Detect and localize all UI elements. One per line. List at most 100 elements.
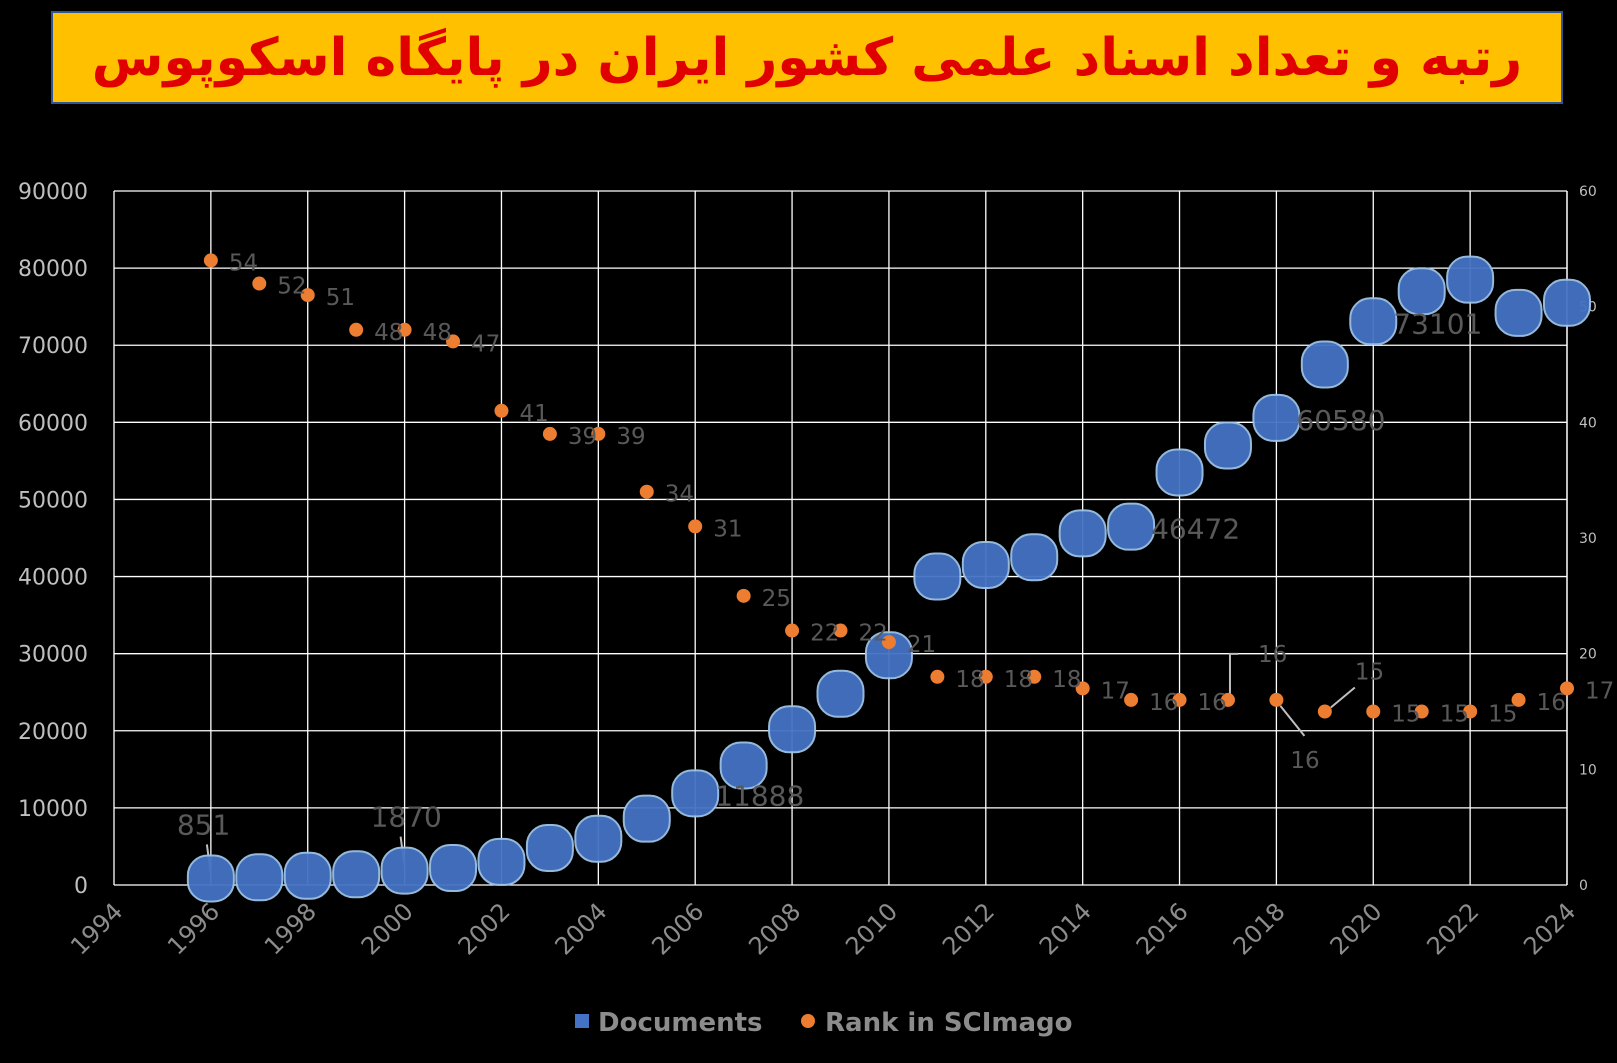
rank-label: 22 <box>859 621 888 647</box>
rank-point <box>881 635 896 650</box>
rank-point <box>1511 692 1526 707</box>
rank-label: 48 <box>374 320 403 346</box>
rank-label: 47 <box>471 331 500 357</box>
chart-title: رتبه و تعداد اسناد علمی کشور ایران در پا… <box>91 27 1523 88</box>
left-tick-label: 70000 <box>18 334 88 359</box>
rank-point <box>252 276 267 291</box>
rank-point <box>1220 692 1235 707</box>
rank-label: 15 <box>1355 660 1384 686</box>
documents-point <box>1397 267 1446 316</box>
documents-point <box>961 540 1010 589</box>
documents-point <box>719 741 768 790</box>
rank-point <box>1075 681 1090 696</box>
documents-point <box>816 669 865 718</box>
title-banner: رتبه و تعداد اسناد علمی کشور ایران در پا… <box>51 11 1563 104</box>
documents-point <box>1349 297 1398 346</box>
documents-point <box>1543 278 1591 327</box>
x-tick-label: 2000 <box>356 897 419 960</box>
x-axis: 1994 1996 1998 2000 2002 2004 2006 2008 2010 2012… <box>65 897 1581 960</box>
rank-label: 52 <box>277 274 306 300</box>
rank-label: 18 <box>955 667 984 693</box>
rank-point <box>542 426 557 441</box>
rank-label: 15 <box>1440 702 1469 728</box>
x-tick-label: 2004 <box>550 897 613 960</box>
rank-point <box>1172 692 1187 707</box>
documents-point <box>1252 393 1301 442</box>
documents-label: 60580 <box>1296 404 1385 437</box>
rank-label: 16 <box>1537 690 1566 716</box>
documents-point <box>1107 502 1156 551</box>
documents-point <box>622 794 671 843</box>
left-tick-label: 40000 <box>18 566 88 591</box>
rank-label: 18 <box>1004 667 1033 693</box>
rank-point <box>833 623 848 638</box>
x-tick-label: 2010 <box>840 897 903 960</box>
x-tick-label: 1994 <box>65 897 128 960</box>
rank-point <box>639 484 654 499</box>
left-tick-label: 0 <box>74 874 88 899</box>
documents-point <box>477 837 526 886</box>
rank-label: 15 <box>1391 702 1420 728</box>
left-tick-label: 50000 <box>18 488 88 513</box>
documents-label: 46472 <box>1151 513 1240 546</box>
documents-point <box>1058 509 1107 558</box>
x-tick-label: 2018 <box>1228 897 1291 960</box>
rank-labels: 54 52 51 48 48 47 41 39 39 34 31 25 22 22 21 18 18 18 17 16… <box>229 250 1614 774</box>
legend-documents-marker <box>575 1014 589 1028</box>
x-tick-label: 2020 <box>1325 897 1388 960</box>
rank-label: 51 <box>326 285 355 311</box>
rank-label: 22 <box>810 621 839 647</box>
documents-point <box>1203 421 1252 470</box>
rank-label: 17 <box>1585 678 1614 704</box>
rank-point <box>1317 704 1332 719</box>
rank-series <box>203 253 1574 719</box>
documents-point <box>864 631 913 680</box>
legend-rank-marker <box>801 1014 815 1028</box>
rank-point <box>1027 669 1042 684</box>
rank-label: 39 <box>616 424 645 450</box>
rank-label: 34 <box>665 482 694 508</box>
rank-label: 16 <box>1258 642 1287 668</box>
x-tick-label: 2014 <box>1034 897 1097 960</box>
documents-labels: 851 1870 11888 46472 60580 73101 <box>177 307 1482 841</box>
right-tick-label: 30 <box>1579 531 1597 547</box>
documents-point <box>332 850 381 899</box>
left-tick-label: 10000 <box>18 797 88 822</box>
documents-point <box>913 552 962 601</box>
x-tick-label: 2008 <box>743 897 806 960</box>
rank-label: 39 <box>568 424 597 450</box>
documents-label: 851 <box>177 808 230 841</box>
right-axis: 0102030405060 <box>1579 184 1597 894</box>
x-tick-label: 2016 <box>1131 897 1194 960</box>
right-tick-label: 60 <box>1579 184 1597 200</box>
legend-documents-label: Documents <box>598 1008 763 1038</box>
documents-point <box>671 769 720 818</box>
leader-line <box>1228 652 1238 694</box>
right-tick-label: 0 <box>1579 878 1588 894</box>
documents-point <box>235 853 284 902</box>
documents-point <box>1155 448 1204 497</box>
leader-lines <box>205 652 1356 875</box>
rank-label: 15 <box>1488 702 1517 728</box>
rank-label: 41 <box>519 401 548 427</box>
x-tick-label: 2002 <box>453 897 516 960</box>
x-tick-label: 2022 <box>1421 897 1484 960</box>
rank-label: 17 <box>1101 678 1130 704</box>
right-tick-label: 20 <box>1579 647 1597 663</box>
rank-label: 31 <box>713 516 742 542</box>
rank-point <box>688 519 703 534</box>
rank-point <box>1269 692 1284 707</box>
documents-point <box>283 851 332 900</box>
left-tick-label: 80000 <box>18 257 88 282</box>
left-tick-label: 90000 <box>18 180 88 205</box>
documents-point <box>574 814 623 863</box>
rank-label: 16 <box>1149 690 1178 716</box>
rank-point <box>1124 692 1139 707</box>
documents-label: 73101 <box>1393 307 1482 340</box>
x-tick-label: 1998 <box>259 897 322 960</box>
rank-label: 21 <box>907 632 936 658</box>
left-tick-label: 60000 <box>18 411 88 436</box>
documents-point <box>1300 340 1349 389</box>
rank-label: 16 <box>1290 748 1319 774</box>
legend: Documents Rank in SCImago <box>575 1008 1072 1038</box>
